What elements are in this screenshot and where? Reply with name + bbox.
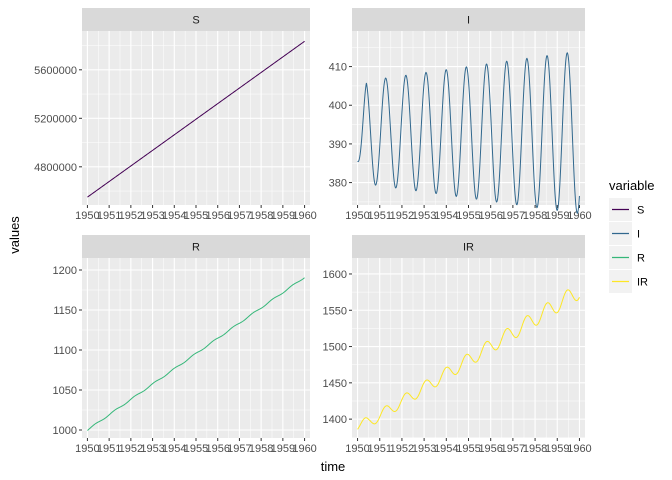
x-tick-label: 1953 [412,443,436,455]
x-tick-label: 1956 [478,210,502,222]
x-tick-label: 1960 [292,443,316,455]
y-tick-label: 410 [329,62,347,74]
legend-label-r: R [637,253,645,265]
x-tick-label: 1953 [140,443,164,455]
x-tick-label: 1960 [567,443,591,455]
y-tick-label: 1500 [323,342,347,354]
x-tick-label: 1956 [205,443,229,455]
x-axis-title: time [321,459,346,474]
y-tick-label: 4800000 [34,162,77,174]
panel-i: I 195019511952195319541955195619571958195… [329,8,592,222]
facet-strip [352,235,585,258]
facet-strip [82,8,310,31]
x-tick-label: 1950 [75,210,99,222]
x-tick-label: 1955 [184,443,208,455]
series-line-r [87,277,305,431]
y-tick-label: 1550 [323,305,347,317]
series-line-ir [357,289,580,430]
facet-strip-label: IR [463,242,474,254]
legend-label-i: I [637,229,640,241]
x-tick-label: 1953 [412,210,436,222]
x-tick-label: 1955 [184,210,208,222]
x-tick-label: 1960 [292,210,316,222]
series-line-i [357,51,580,214]
facet-strip-label: S [192,15,199,27]
y-tick-label: 400 [329,100,347,112]
legend-label-s: S [637,205,644,217]
facet-strip [82,235,310,258]
y-tick-label: 1000 [53,425,77,437]
x-tick-label: 1956 [478,443,502,455]
y-tick-label: 1050 [53,385,77,397]
x-tick-label: 1954 [434,210,458,222]
x-tick-label: 1954 [162,210,186,222]
x-tick-label: 1958 [523,210,547,222]
x-tick-label: 1950 [345,210,369,222]
series-line-s [87,40,305,198]
facet-strip [352,8,585,31]
x-tick-label: 1954 [162,443,186,455]
x-tick-label: 1953 [140,210,164,222]
x-tick-label: 1952 [390,443,414,455]
y-tick-label: 1150 [53,305,77,317]
facet-strip-label: I [467,15,470,27]
panel-ir: IR19501951195219531954195519561957195819… [323,235,592,455]
x-tick-label: 1958 [523,443,547,455]
x-tick-label: 1952 [119,210,143,222]
y-tick-label: 1400 [323,414,347,426]
x-tick-label: 1954 [434,443,458,455]
x-tick-label: 1955 [456,210,480,222]
panel-s: S 195019511952195319541955195619571958195… [34,8,317,222]
y-tick-label: 390 [329,139,347,151]
panel-r: R 195019511952195319541955195619571958195… [53,235,317,455]
x-tick-label: 1959 [545,210,569,222]
x-tick-label: 1952 [390,210,414,222]
legend-label-ir: IR [637,277,648,289]
x-tick-label: 1951 [97,443,121,455]
y-tick-label: 1600 [323,269,347,281]
x-tick-label: 1950 [345,443,369,455]
y-tick-label: 5200000 [34,113,77,125]
x-tick-label: 1959 [271,443,295,455]
x-tick-label: 1958 [249,210,273,222]
x-tick-label: 1950 [75,443,99,455]
x-tick-label: 1957 [227,443,251,455]
x-tick-label: 1951 [367,443,391,455]
y-tick-label: 5600000 [34,65,77,77]
x-tick-label: 1957 [501,210,525,222]
y-tick-label: 1100 [53,345,77,357]
facet-panels: S195019511952195319541955195619571958195… [34,8,592,455]
x-tick-label: 1957 [227,210,251,222]
x-tick-label: 1959 [545,443,569,455]
x-tick-label: 1951 [97,210,121,222]
x-tick-label: 1959 [271,210,295,222]
x-tick-label: 1960 [567,210,591,222]
x-tick-label: 1955 [456,443,480,455]
legend-title: variable [609,178,655,193]
x-tick-label: 1952 [119,443,143,455]
x-tick-label: 1958 [249,443,273,455]
facet-strip-label: R [192,242,200,254]
y-axis-title: values [7,216,22,254]
y-tick-label: 1450 [323,378,347,390]
y-tick-label: 1200 [53,265,77,277]
x-tick-label: 1957 [501,443,525,455]
x-tick-label: 1956 [205,210,229,222]
x-tick-label: 1951 [367,210,391,222]
y-tick-label: 380 [329,178,347,190]
